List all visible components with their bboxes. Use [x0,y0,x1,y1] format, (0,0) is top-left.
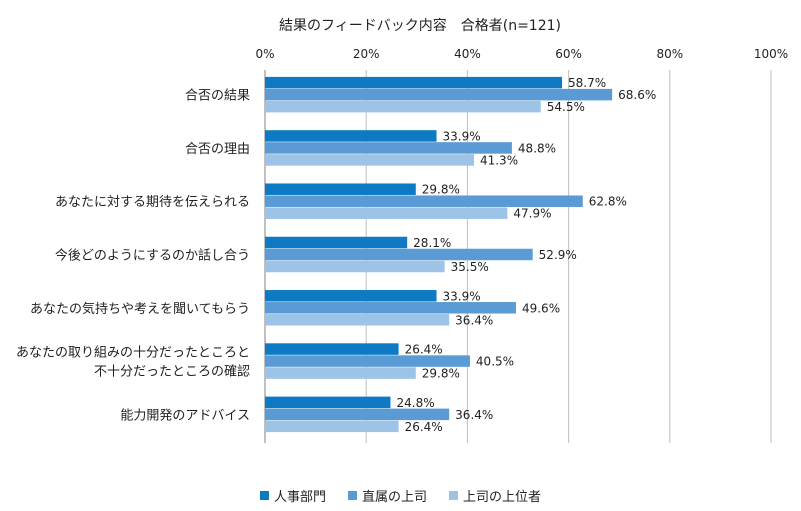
data-label: 49.6% [522,301,560,315]
data-label: 52.9% [539,248,577,262]
bar [265,290,437,302]
data-label: 24.8% [396,396,434,410]
x-tick-label: 40% [454,47,481,61]
category-label: あなたに対する期待を伝えられる [55,195,250,210]
bar [265,355,470,367]
data-label: 35.5% [451,260,489,274]
x-tick-label: 80% [656,47,683,61]
data-label: 62.8% [589,195,627,209]
data-label: 41.3% [480,153,518,167]
legend-swatch [347,491,357,500]
data-labels: 58.7% 68.6% 54.5% 33.9% 48.8%41.3% 29.8% 62.8%… [396,76,656,434]
legend-item: 直属の上司 [347,486,427,505]
data-label: 29.8% [422,367,460,381]
category-label: 合否の理由 [185,142,250,157]
data-label: 58.7% [568,76,606,90]
x-tick-label: 60% [555,47,582,61]
bars [265,76,613,433]
data-label: 36.4% [455,313,493,327]
bar [265,260,445,273]
data-label: 48.8% [518,141,556,155]
bar [265,142,512,154]
data-label: 33.9% [443,289,481,303]
category-label: あなたの取り組みの十分だったところと [16,346,250,361]
data-label: 26.4% [405,343,443,357]
data-label: 29.8% [422,183,460,197]
legend: 人事部門 直属の上司 上司の上位者 [0,486,801,505]
bar [265,343,399,355]
legend-swatch [449,491,458,500]
legend-label: 直属の上司 [361,490,427,505]
bar [265,408,450,421]
bar [265,88,613,101]
bar [265,100,541,113]
category-label: 今後どのようにするのか話し合う [55,248,250,264]
x-tick-label: 100% [754,47,788,61]
category-label: 合否の結果 [185,89,250,104]
bar [265,195,583,207]
legend-swatch [259,491,269,500]
legend-label: 上司の上位者 [463,490,542,505]
bar [265,302,516,314]
bar [265,367,416,379]
bar [265,76,563,89]
x-axis-ticks: 0% 20% 40% 60% 80% 100% [255,47,788,61]
data-label: 28.1% [413,236,451,250]
data-label: 33.9% [443,129,481,143]
bar [265,207,508,219]
bar [265,236,408,249]
x-tick-label: 20% [353,47,380,61]
bar [265,154,474,166]
category-labels: 合否の結果合否の理由あなたに対する期待を伝えられる今後どのようにするのか話し合う… [16,89,250,424]
bar [265,130,437,142]
bar [265,396,391,409]
legend-item: 人事部門 [259,486,326,505]
bar [265,248,533,261]
bar [265,314,450,326]
data-label: 68.6% [618,88,656,102]
category-label: 能力開発のアドバイス [120,408,250,423]
legend-label: 人事部門 [273,490,326,505]
bar [265,183,416,195]
chart-title: 結果のフィードバック内容 合格者(n=121) [279,17,561,34]
x-tick-label: 0% [255,47,274,61]
category-label: あなたの気持ちや考えを聞いてもらう [30,301,250,317]
bar [265,420,399,433]
legend-item: 上司の上位者 [449,486,541,505]
data-label: 47.9% [513,207,551,221]
data-label: 26.4% [405,420,443,434]
data-label: 54.5% [547,100,585,114]
data-label: 36.4% [455,408,493,422]
category-label: 不十分だったところの確認 [94,364,250,380]
bar-chart: 結果のフィードバック内容 合格者(n=121) 0% 20% 40% 60% 80% 10… [16,17,788,443]
data-label: 40.5% [476,355,514,369]
